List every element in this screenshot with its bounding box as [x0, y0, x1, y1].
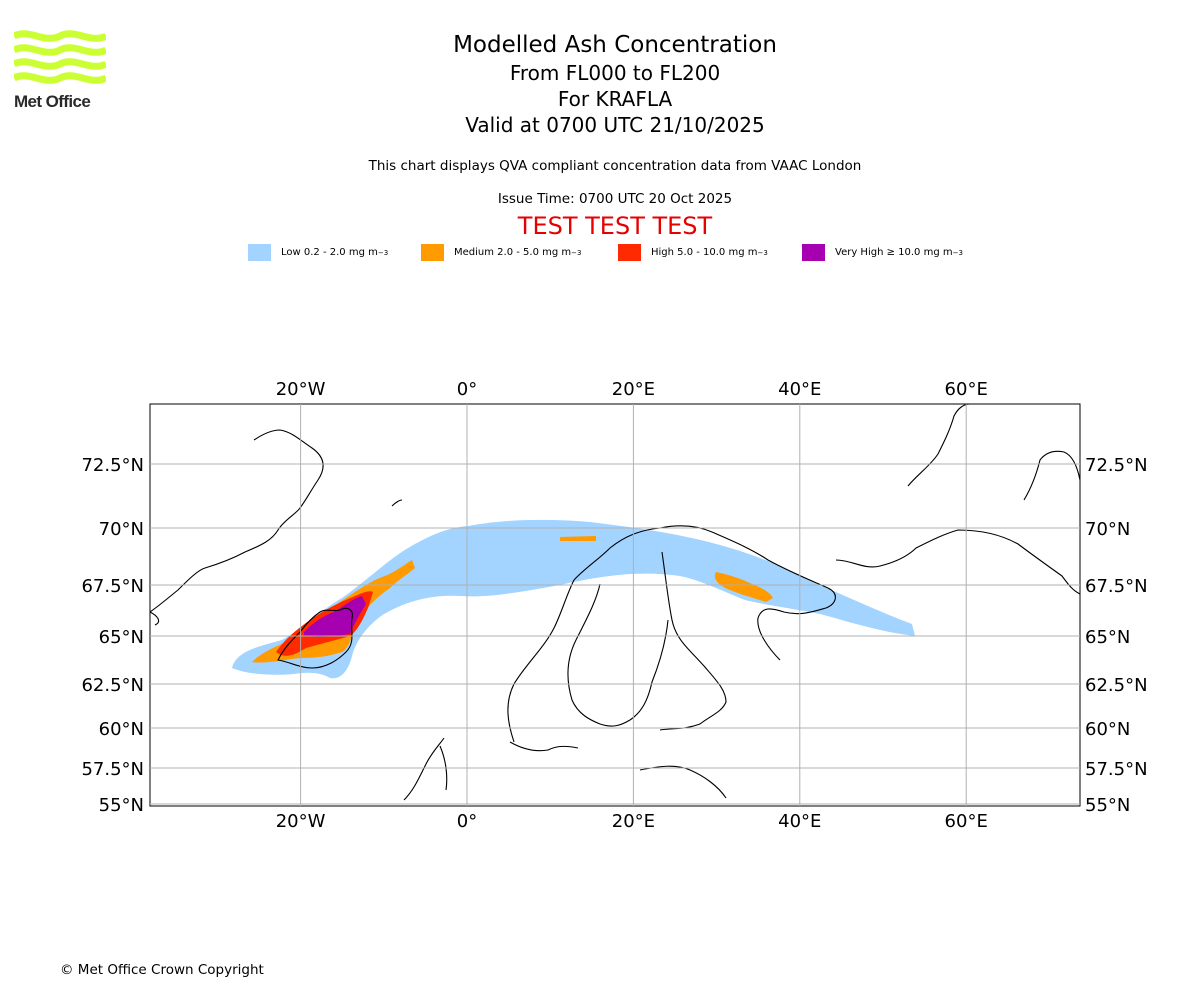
met-office-wave-icon: [14, 30, 106, 84]
ash-map: 20°W 20°W 0° 0° 20°E 20°E 40°E 40°E 60°E 60°E 72.5…: [81, 379, 1147, 832]
coastline-russia-east: [835, 529, 1081, 595]
lat-tick-label-right: 67.5°N: [1085, 576, 1148, 597]
map-frame: [149, 403, 1081, 807]
legend-label-low: Low 0.2 - 2.0 mg m: [281, 247, 378, 258]
legend-sup-high: −3: [757, 248, 768, 257]
lat-tick-label-left: 72.5°N: [81, 455, 144, 476]
coastlines: [149, 403, 1081, 801]
ash-area-very-high: [304, 596, 366, 637]
lon-tick-label-bottom: 60°E: [945, 811, 988, 832]
lon-tick-label-top: 40°E: [778, 379, 821, 400]
lat-tick-label-left: 65°N: [99, 627, 144, 648]
lat-tick-label-right: 57.5°N: [1085, 759, 1148, 780]
axis-labels: 20°W 20°W 0° 0° 20°E 20°E 40°E 40°E 60°E 60°E 72.5…: [81, 379, 1147, 832]
lat-tick-label-left: 67.5°N: [81, 576, 144, 597]
lat-tick-label-left: 57.5°N: [81, 759, 144, 780]
coastline-sweden: [567, 583, 669, 727]
legend-sup-very-high: −3: [952, 248, 963, 257]
volcano-name: For KRAFLA: [557, 87, 673, 111]
lat-tick-label-right: 62.5°N: [1085, 675, 1148, 696]
lon-tick-label-top: 0°: [457, 379, 477, 400]
coastline-uk: [403, 737, 448, 801]
lon-tick-label-bottom: 20°W: [276, 811, 326, 832]
coastline-novaya-zemlya: [907, 403, 971, 487]
legend-swatch-low: [248, 244, 271, 261]
legend-swatch-very-high: [802, 244, 825, 261]
ash-area-medium-norway: [560, 536, 596, 541]
lon-tick-label-top: 20°E: [612, 379, 655, 400]
flight-levels: From FL000 to FL200: [509, 61, 721, 85]
test-banner: TEST TEST TEST: [517, 212, 713, 240]
lat-tick-label-right: 70°N: [1085, 519, 1130, 540]
lat-tick-label-left: 70°N: [99, 519, 144, 540]
legend-swatch-high: [618, 244, 641, 261]
legend-label-high: High 5.0 - 10.0 mg m: [651, 247, 758, 258]
lat-tick-label-left: 60°N: [99, 719, 144, 740]
lon-tick-label-bottom: 0°: [457, 811, 477, 832]
ash-area-low: [232, 519, 915, 679]
graticule: [150, 404, 1080, 806]
legend-item-very-high: Very High ≥ 10.0 mg m −3: [802, 244, 963, 261]
coastline-jan-mayen: [391, 499, 403, 507]
issue-time: Issue Time: 0700 UTC 20 Oct 2025: [497, 191, 733, 207]
lat-tick-label-right: 65°N: [1085, 627, 1130, 648]
lon-tick-label-bottom: 40°E: [778, 811, 821, 832]
lat-tick-label-right: 72.5°N: [1085, 455, 1148, 476]
coastline-iceland: [277, 607, 353, 669]
legend-sup-medium: −3: [571, 248, 582, 257]
ash-area-medium-kola: [714, 572, 773, 602]
legend-label-very-high: Very High ≥ 10.0 mg m: [835, 247, 953, 258]
lat-tick-label-left: 55°N: [99, 795, 144, 816]
coastline-finland-border: [659, 551, 727, 731]
copyright: © Met Office Crown Copyright: [60, 962, 264, 978]
met-office-logo: Met Office: [14, 30, 114, 112]
lon-tick-label-top: 60°E: [945, 379, 988, 400]
legend-item-medium: Medium 2.0 - 5.0 mg m −3: [421, 244, 581, 261]
coastline-greenland: [149, 429, 324, 626]
legend-swatch-medium: [421, 244, 444, 261]
lat-tick-label-right: 55°N: [1085, 795, 1130, 816]
legend-label-medium: Medium 2.0 - 5.0 mg m: [454, 247, 572, 258]
lat-tick-label-left: 62.5°N: [81, 675, 144, 696]
valid-time: Valid at 0700 UTC 21/10/2025: [465, 113, 765, 137]
logo-text: Met Office: [14, 92, 91, 111]
chart-description: This chart displays QVA compliant concen…: [368, 158, 862, 174]
chart-title: Modelled Ash Concentration: [453, 32, 777, 58]
coastline-svalbard-east: [1023, 450, 1081, 501]
lon-tick-label-bottom: 20°E: [612, 811, 655, 832]
chart-header: Modelled Ash Concentration From FL000 to…: [340, 30, 890, 138]
legend-sup-low: −3: [377, 248, 389, 257]
lon-tick-label-top: 20°W: [276, 379, 326, 400]
coastline-baltic: [639, 765, 727, 799]
legend-item-low: Low 0.2 - 2.0 mg m −3: [248, 244, 388, 261]
legend-item-high: High 5.0 - 10.0 mg m −3: [618, 244, 768, 261]
lat-tick-label-right: 60°N: [1085, 719, 1130, 740]
